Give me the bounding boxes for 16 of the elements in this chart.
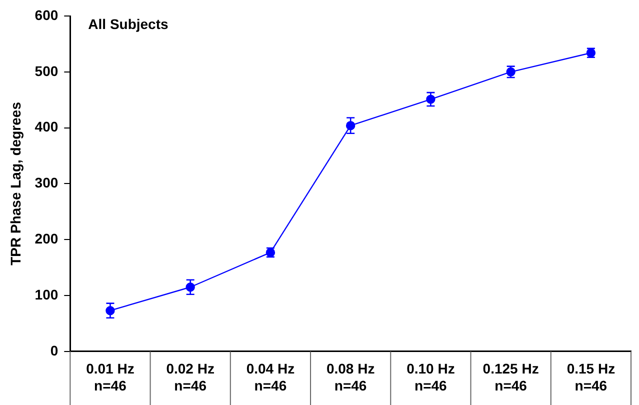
y-tick-label: 600 [34, 6, 58, 23]
x-tick-label: 0.15 Hz n=46 [566, 360, 616, 394]
y-tick-label: 200 [34, 230, 58, 246]
y-tick-label: 100 [34, 286, 58, 302]
x-tick-label: 0.04 Hz n=46 [246, 360, 295, 394]
y-axis-title: TPR Phase Lag, degrees [7, 102, 24, 266]
y-tick-label: 400 [34, 118, 58, 135]
chart-title: All Subjects [88, 16, 169, 32]
y-tick-label: 0 [50, 342, 58, 358]
x-tick-label: 0.02 Hz n=46 [166, 360, 214, 394]
y-tick-label: 500 [34, 62, 58, 79]
y-tick-label: 300 [34, 174, 58, 191]
x-tick-label: 0.08 Hz n=46 [326, 360, 375, 394]
x-tick-label: 0.125 Hz n=46 [482, 360, 539, 394]
x-tick-label: 0.01 Hz n=46 [86, 360, 134, 394]
x-tick-label: 0.10 Hz n=46 [406, 360, 455, 394]
